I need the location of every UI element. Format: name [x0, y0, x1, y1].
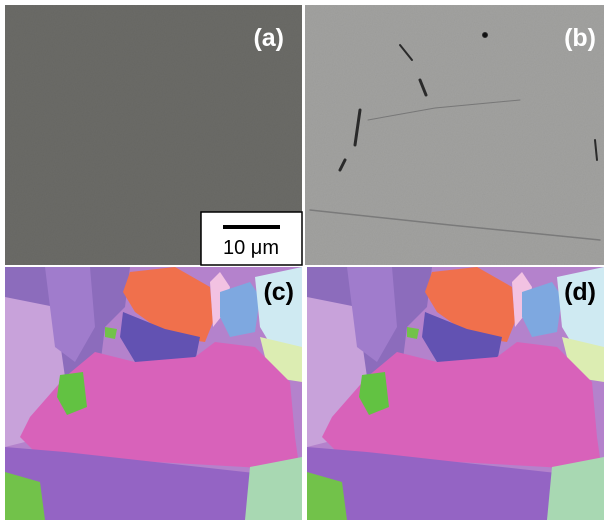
panel-label: (d) — [564, 278, 596, 306]
figure: 10 μm (a) (b) (c) (d) — [0, 0, 606, 524]
panel-label: (c) — [263, 278, 294, 306]
scale-bar-label: 10 μm — [223, 237, 279, 259]
panel-label: (b) — [564, 24, 596, 52]
panel-label: (a) — [253, 24, 284, 52]
page: 10 μm (a) (b) (c) (d) (() => { const dat… — [0, 0, 606, 524]
panel-d-image — [307, 267, 604, 520]
panel-b-image — [305, 5, 604, 265]
panel-c-image — [5, 267, 302, 520]
